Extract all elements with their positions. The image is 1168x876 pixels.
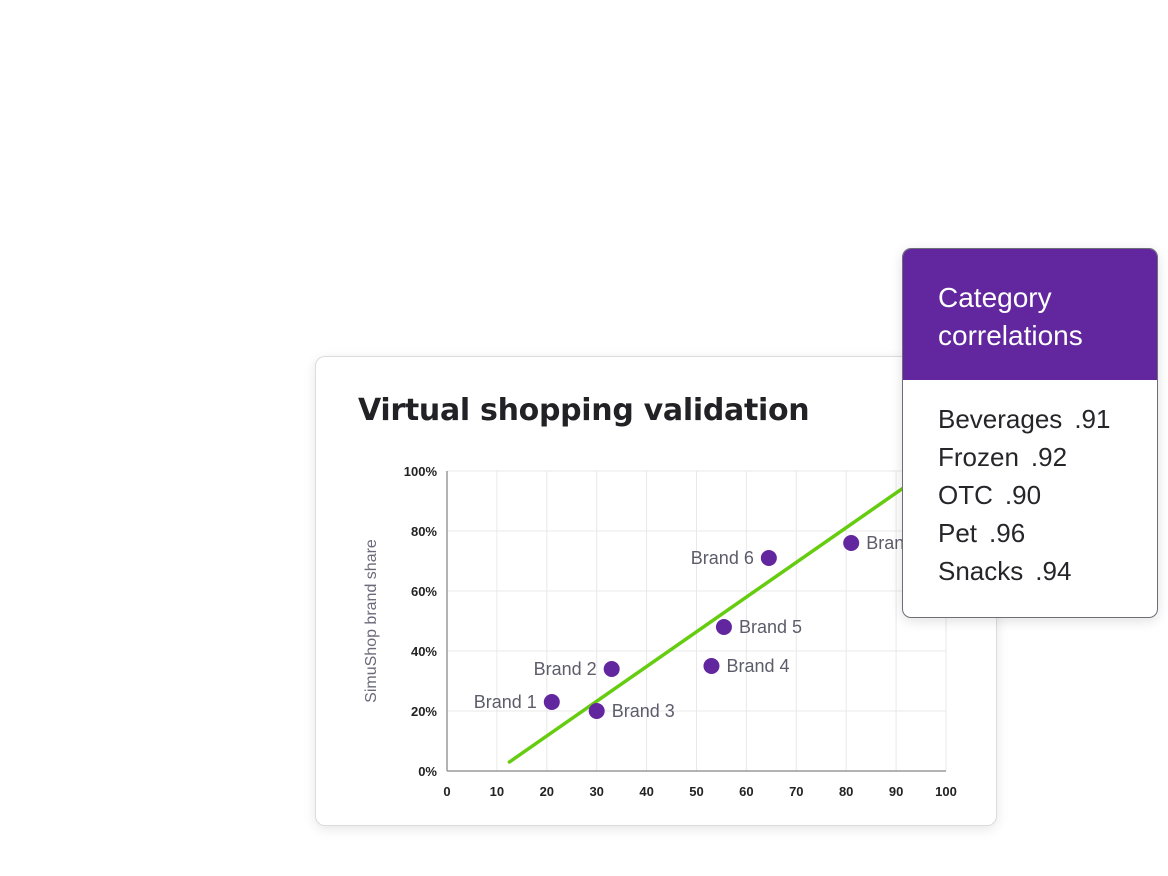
chart-title: Virtual shopping validation [358,393,810,428]
x-tick-label: 40 [639,784,653,799]
correlations-title: Category correlations [903,249,1157,380]
scatter-plot: 0 10 20 30 40 50 60 70 80 90 100 0% 20% 40% 60% 80% 100%… [363,464,957,799]
x-tick-label: 10 [490,784,504,799]
point-label: Brand 5 [739,617,802,637]
data-point [760,550,777,566]
y-tick-label: 80% [411,524,437,539]
x-tick-label: 70 [789,784,803,799]
correlation-category: Frozen [938,442,1019,472]
y-tick-label: 20% [411,704,437,719]
correlation-category: Snacks [938,556,1024,586]
correlation-item: Beverages .91 [938,400,1157,438]
correlations-list: Beverages .91 Frozen .92 OTC .90 Pet .96 Snacks.… [903,380,1157,590]
correlation-value: .92 [1030,442,1068,472]
data-point [588,703,605,719]
y-tick-label: 100% [404,464,438,479]
data-point [703,658,720,674]
x-tick-label: 0 [443,784,450,799]
y-axis-label: SimuShop brand share [363,539,380,703]
x-tick-label: 50 [689,784,703,799]
x-tick-label: 20 [540,784,554,799]
x-tick-label: 90 [889,784,903,799]
trend-line [507,484,908,764]
data-point [603,661,620,677]
x-tick-label: 100 [935,784,957,799]
point-label: Brand 2 [534,659,597,679]
category-correlations-card: Category correlations Beverages .91 Frozen… [902,248,1158,618]
y-tick-label: 60% [411,584,437,599]
point-label: Brand 4 [726,656,789,676]
correlation-item: OTC .90 [938,476,1157,514]
data-point [715,619,732,635]
correlation-item: Snacks .94 [938,552,1157,590]
point-label: Brand 3 [612,701,675,721]
correlation-value: .90 [1004,480,1042,510]
correlation-item: Pet .96 [938,514,1157,552]
data-point [843,535,860,551]
correlation-category: OTC [938,480,993,510]
point-label: Brand 6 [691,548,754,568]
correlation-value: .94 [1035,556,1072,586]
correlation-value: .91 [1074,404,1111,434]
chart-card: 0 10 20 30 40 50 60 70 80 90 100 0% 20% 40% 60% 80% 100%… [315,356,997,826]
correlation-category: Pet [938,518,978,548]
y-tick-label: 0% [418,764,437,779]
correlation-category: Beverages [938,404,1063,434]
correlation-value: .96 [989,518,1026,548]
point-label: Brand 1 [474,692,537,712]
correlation-item: Frozen .92 [938,438,1157,476]
x-tick-label: 60 [739,784,753,799]
x-tick-label: 80 [839,784,853,799]
x-tick-label: 30 [589,784,603,799]
y-tick-label: 40% [411,644,437,659]
data-point [543,694,560,710]
